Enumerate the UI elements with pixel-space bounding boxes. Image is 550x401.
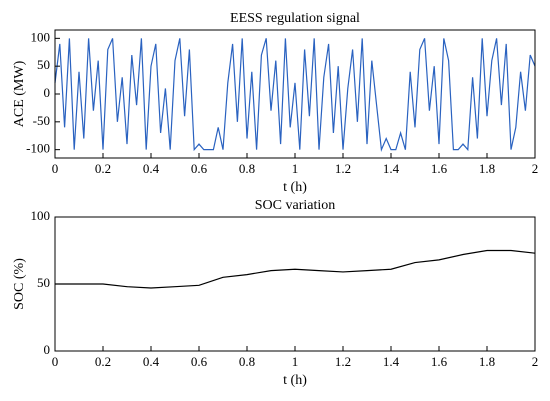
y-axis-label: SOC (%) xyxy=(12,258,27,310)
plot-area xyxy=(55,217,535,351)
x-tick-label: 1.2 xyxy=(335,161,351,176)
y-tick-label: 100 xyxy=(31,29,51,44)
x-tick-label: 0.4 xyxy=(143,354,160,369)
chart-title: EESS regulation signal xyxy=(230,11,360,26)
x-tick-label: 0 xyxy=(52,354,59,369)
x-tick-label: 1.2 xyxy=(335,354,351,369)
x-tick-label: 1.8 xyxy=(479,354,495,369)
chart-title: SOC variation xyxy=(255,198,336,213)
data-line xyxy=(54,38,536,152)
y-tick-label: 0 xyxy=(44,85,51,100)
x-tick-label: 2 xyxy=(532,354,539,369)
x-tick-label: 0.2 xyxy=(95,354,111,369)
x-tick-label: 1.4 xyxy=(383,354,400,369)
x-tick-label: 1.4 xyxy=(383,161,400,176)
y-axis-label: ACE (MW) xyxy=(12,60,27,127)
x-tick-label: 0 xyxy=(52,161,59,176)
x-tick-label: 2 xyxy=(532,161,539,176)
x-tick-label: 0.2 xyxy=(95,161,111,176)
x-tick-label: 0.6 xyxy=(191,161,208,176)
y-tick-label: -50 xyxy=(33,113,50,128)
x-axis-label: t (h) xyxy=(283,373,307,388)
x-tick-label: 0.8 xyxy=(239,161,255,176)
y-tick-label: -100 xyxy=(26,141,50,156)
y-tick-label: 50 xyxy=(37,275,50,290)
x-tick-label: 1.6 xyxy=(431,354,448,369)
x-tick-label: 0.6 xyxy=(191,354,208,369)
x-axis-label: t (h) xyxy=(283,180,307,195)
y-tick-label: 100 xyxy=(31,208,51,223)
x-tick-label: 1 xyxy=(292,354,299,369)
x-tick-label: 1.8 xyxy=(479,161,495,176)
data-line xyxy=(55,249,536,289)
y-tick-label: 0 xyxy=(44,342,51,357)
x-tick-label: 0.8 xyxy=(239,354,255,369)
x-tick-label: 1 xyxy=(292,161,299,176)
y-tick-label: 50 xyxy=(37,57,50,72)
x-tick-label: 0.4 xyxy=(143,161,160,176)
x-tick-label: 1.6 xyxy=(431,161,448,176)
